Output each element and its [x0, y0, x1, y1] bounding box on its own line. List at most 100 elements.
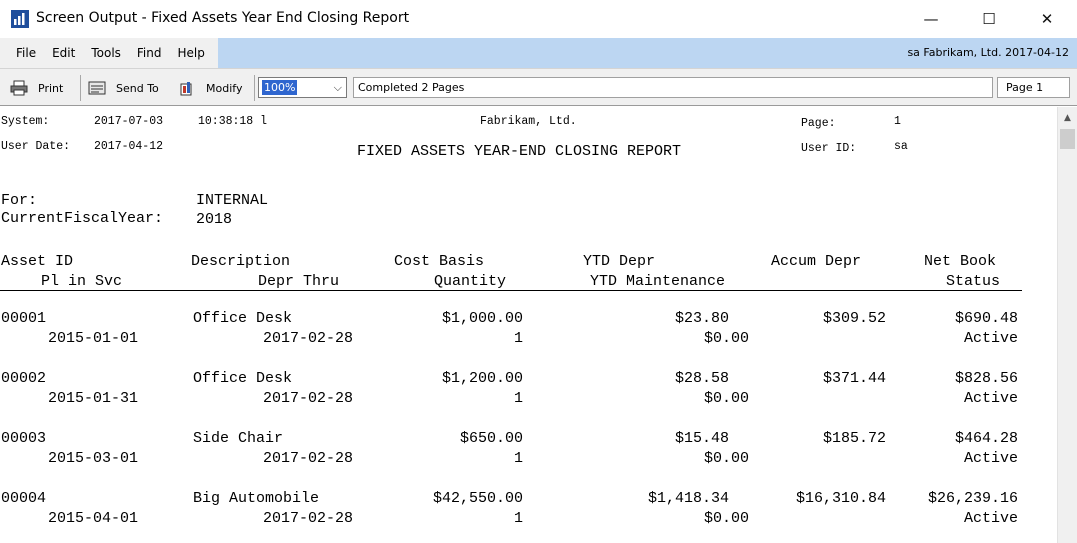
asset-ytd-maintenance: $0.00: [703, 390, 749, 407]
menu-user-area: sa Fabrikam, Ltd. 2017-04-12: [218, 38, 1077, 68]
asset-ytd-depr: $1,418.34: [647, 490, 729, 507]
asset-pl-in-svc: 2015-01-01: [48, 330, 139, 347]
asset-quantity: 1: [513, 390, 523, 407]
asset-description: Office Desk: [193, 310, 293, 327]
asset-quantity: 1: [513, 510, 523, 527]
company-name: Fabrikam, Ltd.: [480, 115, 577, 128]
system-time: 10:38:18 l: [198, 115, 268, 128]
maximize-button[interactable]: ☐: [982, 10, 996, 28]
menu-file[interactable]: File: [16, 46, 37, 60]
asset-pl-in-svc: 2015-03-01: [48, 450, 139, 467]
minimize-button[interactable]: —: [923, 10, 939, 28]
print-label: Print: [38, 81, 64, 95]
send-to-icon: [88, 81, 106, 95]
user-date-label: User Date:: [1, 140, 71, 153]
asset-id: 00004: [1, 490, 47, 507]
asset-id: 00002: [1, 370, 47, 387]
asset-description: Big Automobile: [193, 490, 320, 507]
send-to-label: Send To: [116, 81, 159, 95]
asset-ytd-depr: $28.58: [674, 370, 729, 387]
asset-status: Active: [963, 330, 1018, 347]
fiscal-year-label: CurrentFiscalYear:: [1, 210, 164, 227]
asset-net-book: $26,239.16: [927, 490, 1018, 507]
asset-status: Active: [963, 450, 1018, 467]
col-ytd-maintenance: YTD Maintenance: [590, 273, 726, 290]
fiscal-year: 2018: [196, 211, 233, 228]
report-title: FIXED ASSETS YEAR-END CLOSING REPORT: [357, 143, 682, 160]
asset-description: Office Desk: [193, 370, 293, 387]
asset-cost-basis: $42,550.00: [432, 490, 523, 507]
header-divider: [0, 290, 1022, 291]
vertical-scrollbar[interactable]: ▲: [1057, 107, 1077, 543]
toolbar: Print Send To Modify 100% ⌵ Completed 2 …: [0, 68, 1077, 106]
asset-accum-depr: $185.72: [822, 430, 886, 447]
col-depr-thru: Depr Thru: [258, 273, 340, 290]
col-accum-depr: Accum Depr: [771, 253, 862, 270]
asset-depr-thru: 2017-02-28: [263, 510, 354, 527]
asset-ytd-maintenance: $0.00: [703, 510, 749, 527]
modify-icon: [180, 82, 192, 96]
asset-description: Side Chair: [193, 430, 284, 447]
report-app-icon: [11, 10, 29, 28]
asset-depr-thru: 2017-02-28: [263, 390, 354, 407]
menu-help[interactable]: Help: [177, 46, 205, 60]
col-quantity: Quantity: [434, 273, 507, 290]
asset-id: 00003: [1, 430, 47, 447]
toolbar-separator: [80, 75, 81, 101]
chevron-down-icon[interactable]: ⌵: [333, 81, 342, 94]
page-indicator: Page 1: [997, 77, 1070, 98]
system-label: System:: [1, 115, 50, 128]
report-view: System: 2017-07-03 10:38:18 l Fabrikam, …: [0, 107, 1057, 543]
asset-accum-depr: $309.52: [822, 310, 886, 327]
asset-status: Active: [963, 390, 1018, 407]
user-date: 2017-04-12: [94, 140, 164, 153]
asset-ytd-maintenance: $0.00: [703, 330, 749, 347]
asset-quantity: 1: [513, 450, 523, 467]
for-label: For:: [1, 192, 38, 209]
asset-cost-basis: $1,200.00: [441, 370, 523, 387]
modify-label: Modify: [206, 81, 243, 95]
menu-find[interactable]: Find: [136, 46, 162, 60]
toolbar-separator: [254, 75, 255, 101]
user-info: sa Fabrikam, Ltd. 2017-04-12: [907, 46, 1069, 59]
asset-net-book: $690.48: [954, 310, 1018, 327]
print-button[interactable]: Print: [10, 78, 63, 98]
col-description: Description: [191, 253, 291, 270]
asset-status: Active: [963, 510, 1018, 527]
col-status: Status: [946, 273, 1001, 290]
user-id-label: User ID:: [801, 142, 857, 155]
asset-pl-in-svc: 2015-01-31: [48, 390, 139, 407]
printer-icon: [10, 80, 28, 96]
zoom-select[interactable]: 100% ⌵: [258, 77, 347, 98]
system-date: 2017-07-03: [94, 115, 164, 128]
scroll-up-arrow-icon[interactable]: ▲: [1064, 113, 1071, 123]
menu-edit[interactable]: Edit: [52, 46, 76, 60]
col-asset-id: Asset ID: [1, 253, 74, 270]
status-text: Completed 2 Pages: [353, 77, 993, 98]
col-net-book: Net Book: [924, 253, 997, 270]
send-to-button[interactable]: Send To: [88, 78, 159, 98]
close-button[interactable]: ✕: [1040, 10, 1054, 28]
menu-tools[interactable]: Tools: [91, 46, 121, 60]
asset-depr-thru: 2017-02-28: [263, 450, 354, 467]
col-cost-basis: Cost Basis: [394, 253, 485, 270]
title-bar: Screen Output - Fixed Assets Year End Cl…: [0, 0, 1077, 38]
menu-bar: File Edit Tools Find Help sa Fabrikam, L…: [0, 38, 1077, 68]
user-id: sa: [894, 140, 908, 153]
zoom-value: 100%: [262, 80, 298, 95]
window-title: Screen Output - Fixed Assets Year End Cl…: [36, 10, 410, 26]
page-label: Page:: [801, 117, 836, 130]
asset-net-book: $828.56: [954, 370, 1018, 387]
asset-cost-basis: $1,000.00: [441, 310, 523, 327]
scroll-thumb[interactable]: [1060, 129, 1075, 149]
asset-accum-depr: $371.44: [822, 370, 886, 387]
asset-cost-basis: $650.00: [459, 430, 523, 447]
asset-ytd-depr: $23.80: [674, 310, 729, 327]
menu-items: File Edit Tools Find Help: [0, 38, 220, 68]
modify-button[interactable]: Modify: [178, 78, 242, 98]
asset-id: 00001: [1, 310, 47, 327]
asset-ytd-maintenance: $0.00: [703, 450, 749, 467]
asset-pl-in-svc: 2015-04-01: [48, 510, 139, 527]
asset-net-book: $464.28: [954, 430, 1018, 447]
col-ytd-depr: YTD Depr: [583, 253, 656, 270]
